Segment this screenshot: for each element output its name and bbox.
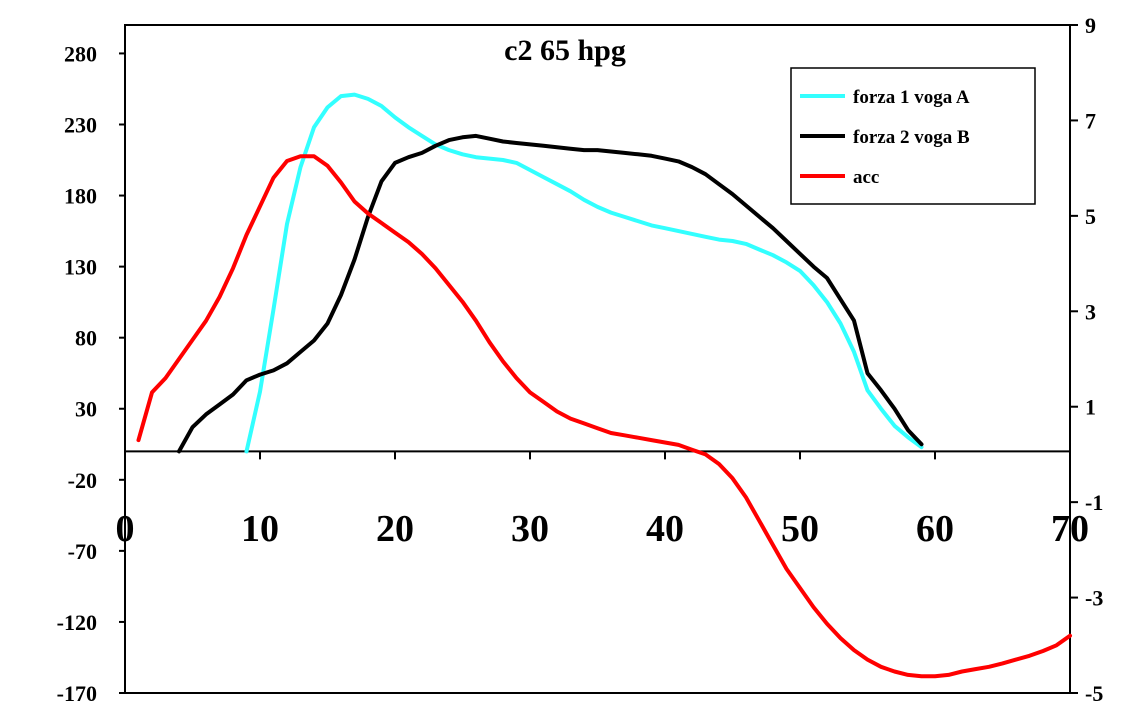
y-left-tick-label: 30 [75,397,97,422]
x-tick-label: 30 [511,508,549,550]
y-left-tick-label: 280 [64,41,97,66]
chart-title: c2 65 hpg [504,34,626,67]
x-tick-label: 60 [916,508,954,550]
legend-label: forza 2 voga B [853,127,970,148]
axes-layer: 0 10 20 30 40 50 60 70 -170 -120 -70 -20 30 80 130 180 2… [57,13,1104,706]
y-right-tick-label: -1 [1085,490,1103,515]
y-left-tick-label: -170 [57,681,97,706]
series-line-2 [177,133,924,454]
y-right-tick-label: 3 [1085,299,1096,324]
x-tick-label: 50 [781,508,819,550]
x-tick-label: 10 [241,508,279,550]
legend-label: forza 1 voga A [853,87,970,108]
y-right-tick-label: 7 [1085,108,1096,133]
y-left-tick-label: 130 [64,255,97,280]
y-left-tick-label: 230 [64,112,97,137]
series-line-1 [244,92,924,454]
x-tick-label: 70 [1051,508,1089,550]
series-line-3 [136,154,1072,679]
y-right-tick-label: -3 [1085,586,1103,611]
legend-label: acc [853,167,879,188]
y-left-tick-label: 80 [75,326,97,351]
y-left-tick-label: -20 [68,468,97,493]
x-tick-label: 40 [646,508,684,550]
y-right-tick-label: 5 [1085,204,1096,229]
x-tick-label: 20 [376,508,414,550]
x-tick-label: 0 [116,508,135,550]
y-left-tick-label: -120 [57,610,97,635]
y-left-tick-label: -70 [68,539,97,564]
legend-items: forza 1 voga A forza 2 voga B acc [800,87,970,188]
y-right-tick-label: 1 [1085,395,1096,420]
y-right-tick-label: 9 [1085,13,1096,38]
y-right-tick-label: -5 [1085,681,1103,706]
y-left-tick-label: 180 [64,184,97,209]
legend: forza 1 voga A forza 2 voga B acc [790,67,1036,205]
series-layer [136,92,1072,679]
